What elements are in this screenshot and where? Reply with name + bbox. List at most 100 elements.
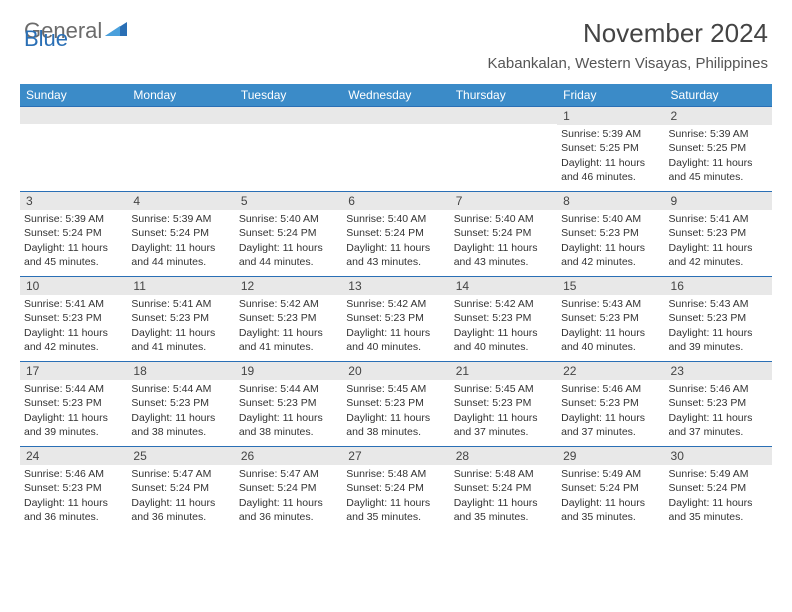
sunset-text: Sunset: 5:24 PM xyxy=(454,481,553,495)
daylight-text: Daylight: 11 hours and 39 minutes. xyxy=(24,411,123,439)
sunset-text: Sunset: 5:23 PM xyxy=(24,481,123,495)
day-cell: 24Sunrise: 5:46 AMSunset: 5:23 PMDayligh… xyxy=(20,447,127,531)
daylight-text: Daylight: 11 hours and 43 minutes. xyxy=(454,241,553,269)
daylight-text: Daylight: 11 hours and 39 minutes. xyxy=(669,326,768,354)
daylight-text: Daylight: 11 hours and 44 minutes. xyxy=(239,241,338,269)
day-cell: 12Sunrise: 5:42 AMSunset: 5:23 PMDayligh… xyxy=(235,277,342,361)
day-cell: 2Sunrise: 5:39 AMSunset: 5:25 PMDaylight… xyxy=(665,107,772,191)
sunset-text: Sunset: 5:23 PM xyxy=(24,311,123,325)
sunset-text: Sunset: 5:24 PM xyxy=(346,481,445,495)
daylight-text: Daylight: 11 hours and 36 minutes. xyxy=(131,496,230,524)
sunrise-text: Sunrise: 5:39 AM xyxy=(131,212,230,226)
daylight-text: Daylight: 11 hours and 42 minutes. xyxy=(669,241,768,269)
daylight-text: Daylight: 11 hours and 35 minutes. xyxy=(454,496,553,524)
daylight-text: Daylight: 11 hours and 37 minutes. xyxy=(561,411,660,439)
day-cell: 15Sunrise: 5:43 AMSunset: 5:23 PMDayligh… xyxy=(557,277,664,361)
sunset-text: Sunset: 5:24 PM xyxy=(131,481,230,495)
daylight-text: Daylight: 11 hours and 36 minutes. xyxy=(24,496,123,524)
sunset-text: Sunset: 5:24 PM xyxy=(669,481,768,495)
day-cell: 3Sunrise: 5:39 AMSunset: 5:24 PMDaylight… xyxy=(20,192,127,276)
day-cell: 18Sunrise: 5:44 AMSunset: 5:23 PMDayligh… xyxy=(127,362,234,446)
day-cell: 28 Sunrise: 5:48 AMSunset: 5:24 PMDayligh… xyxy=(450,447,557,531)
empty-daynum xyxy=(342,107,449,124)
sunrise-text: Sunrise: 5:44 AM xyxy=(239,382,338,396)
daylight-text: Daylight: 11 hours and 46 minutes. xyxy=(561,156,660,184)
sunrise-text: Sunrise: 5:48 AM xyxy=(454,467,553,481)
daylight-text: Daylight: 11 hours and 37 minutes. xyxy=(669,411,768,439)
sunset-text: Sunset: 5:23 PM xyxy=(454,396,553,410)
sunrise-text: Sunrise: 5:47 AM xyxy=(239,467,338,481)
sunrise-text: Sunrise: 5:40 AM xyxy=(346,212,445,226)
week-row: 24Sunrise: 5:46 AMSunset: 5:23 PMDayligh… xyxy=(20,446,772,531)
sunrise-text: Sunrise: 5:46 AM xyxy=(669,382,768,396)
day-cell: 10Sunrise: 5:41 AMSunset: 5:23 PMDayligh… xyxy=(20,277,127,361)
sunrise-text: Sunrise: 5:39 AM xyxy=(24,212,123,226)
day-number: 11 xyxy=(127,277,234,295)
day-number: 6 xyxy=(342,192,449,210)
empty-cell xyxy=(20,107,127,191)
day-header-sunday: Sunday xyxy=(20,84,127,106)
sunset-text: Sunset: 5:24 PM xyxy=(239,226,338,240)
title-block: November 2024 Kabankalan, Western Visaya… xyxy=(488,18,768,72)
day-cell: 17 Sunrise: 5:44 AMSunset: 5:23 PMDayligh… xyxy=(20,362,127,446)
sunset-text: Sunset: 5:25 PM xyxy=(561,141,660,155)
day-number: 21 xyxy=(450,362,557,380)
day-number: 17 xyxy=(20,362,127,380)
week-row: 3Sunrise: 5:39 AMSunset: 5:24 PMDaylight… xyxy=(20,191,772,276)
sunrise-text: Sunrise: 5:44 AM xyxy=(24,382,123,396)
sunset-text: Sunset: 5:23 PM xyxy=(239,396,338,410)
daylight-text: Daylight: 11 hours and 40 minutes. xyxy=(561,326,660,354)
sunset-text: Sunset: 5:23 PM xyxy=(346,396,445,410)
week-row: 10Sunrise: 5:41 AMSunset: 5:23 PMDayligh… xyxy=(20,276,772,361)
sunset-text: Sunset: 5:23 PM xyxy=(24,396,123,410)
empty-daynum xyxy=(20,107,127,124)
sunrise-text: Sunrise: 5:48 AM xyxy=(346,467,445,481)
day-cell: 29Sunrise: 5:49 AMSunset: 5:24 PMDayligh… xyxy=(557,447,664,531)
sunrise-text: Sunrise: 5:43 AM xyxy=(669,297,768,311)
daylight-text: Daylight: 11 hours and 38 minutes. xyxy=(131,411,230,439)
day-number: 27 xyxy=(342,447,449,465)
empty-cell xyxy=(235,107,342,191)
daylight-text: Daylight: 11 hours and 35 minutes. xyxy=(346,496,445,524)
day-cell: 14Sunrise: 5:42 AMSunset: 5:23 PMDayligh… xyxy=(450,277,557,361)
sunrise-text: Sunrise: 5:45 AM xyxy=(346,382,445,396)
sunrise-text: Sunrise: 5:39 AM xyxy=(669,127,768,141)
day-number: 14 xyxy=(450,277,557,295)
day-number: 20 xyxy=(342,362,449,380)
day-cell: 5Sunrise: 5:40 AMSunset: 5:24 PMDaylight… xyxy=(235,192,342,276)
daylight-text: Daylight: 11 hours and 42 minutes. xyxy=(24,326,123,354)
sunset-text: Sunset: 5:23 PM xyxy=(346,311,445,325)
day-cell: 23Sunrise: 5:46 AMSunset: 5:23 PMDayligh… xyxy=(665,362,772,446)
day-number: 30 xyxy=(665,447,772,465)
sunrise-text: Sunrise: 5:44 AM xyxy=(131,382,230,396)
empty-daynum xyxy=(127,107,234,124)
day-cell: 20 Sunrise: 5:45 AMSunset: 5:23 PMDayligh… xyxy=(342,362,449,446)
logo-blue-line: Blue xyxy=(24,26,68,52)
sunrise-text: Sunrise: 5:45 AM xyxy=(454,382,553,396)
day-number: 29 xyxy=(557,447,664,465)
daylight-text: Daylight: 11 hours and 41 minutes. xyxy=(239,326,338,354)
week-row: 17Sunrise: 5:44 AMSunset: 5:23 PMDayligh… xyxy=(20,361,772,446)
calendar: SundayMondayTuesdayWednesdayThursdayFrid… xyxy=(20,84,772,531)
daylight-text: Daylight: 11 hours and 43 minutes. xyxy=(346,241,445,269)
day-header-friday: Friday xyxy=(557,84,664,106)
day-cell: 27 Sunrise: 5:48 AMSunset: 5:24 PMDayligh… xyxy=(342,447,449,531)
day-number: 23 xyxy=(665,362,772,380)
location: Kabankalan, Western Visayas, Philippines xyxy=(488,55,768,72)
day-cell: 19Sunrise: 5:44 AMSunset: 5:23 PMDayligh… xyxy=(235,362,342,446)
sunset-text: Sunset: 5:23 PM xyxy=(561,396,660,410)
day-number: 25 xyxy=(127,447,234,465)
empty-daynum xyxy=(450,107,557,124)
day-cell: 13Sunrise: 5:42 AMSunset: 5:23 PMDayligh… xyxy=(342,277,449,361)
day-cell: 1Sunrise: 5:39 AMSunset: 5:25 PMDaylight… xyxy=(557,107,664,191)
sunset-text: Sunset: 5:24 PM xyxy=(239,481,338,495)
sunset-text: Sunset: 5:23 PM xyxy=(239,311,338,325)
day-number: 5 xyxy=(235,192,342,210)
daylight-text: Daylight: 11 hours and 36 minutes. xyxy=(239,496,338,524)
day-number: 13 xyxy=(342,277,449,295)
day-number: 18 xyxy=(127,362,234,380)
day-number: 1 xyxy=(557,107,664,125)
daylight-text: Daylight: 11 hours and 38 minutes. xyxy=(346,411,445,439)
day-number: 28 xyxy=(450,447,557,465)
empty-daynum xyxy=(235,107,342,124)
